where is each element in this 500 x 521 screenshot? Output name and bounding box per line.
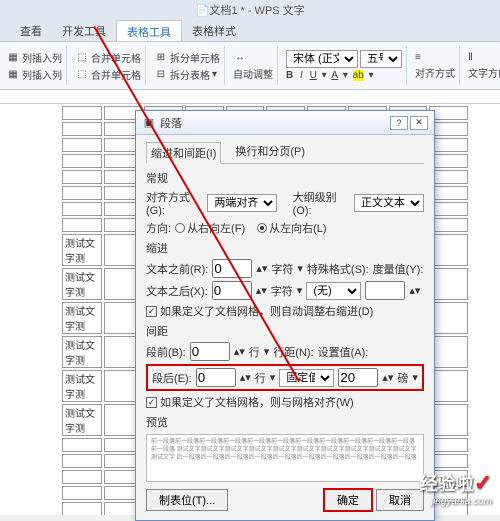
- line-height-select[interactable]: 固定值: [279, 369, 334, 387]
- tab-view[interactable]: 查看: [10, 20, 52, 41]
- tab-line-page-break[interactable]: 换行和分页(P): [231, 141, 309, 163]
- table-cell[interactable]: 测试文字测: [62, 370, 102, 402]
- text-direction-btn[interactable]: Ⅱ: [468, 52, 500, 63]
- table-cell[interactable]: 测试文字测: [62, 234, 102, 266]
- after-p-input[interactable]: [196, 368, 236, 387]
- before-p-input[interactable]: [190, 342, 230, 361]
- tabstops-button[interactable]: 制表位(T)...: [146, 489, 228, 511]
- app-title: 文档1 * - WPS 文字: [209, 2, 304, 18]
- highlighted-row: 段后(E): ▴▾ 行▾ 固定值 ▴▾ 磅▾: [146, 364, 424, 391]
- outline-select[interactable]: 正文文本: [354, 194, 424, 212]
- watermark: 经验啦✓ jingyanla.com: [420, 470, 492, 507]
- table-cell[interactable]: 测试文字测: [62, 268, 102, 300]
- table-cell[interactable]: 测试文字测: [62, 302, 102, 334]
- before-text-label: 文本之前(R):: [146, 261, 208, 277]
- split-table[interactable]: ⊟拆分表格 ▾: [154, 67, 220, 82]
- font-size-select[interactable]: 五号: [360, 50, 402, 68]
- ruler: [0, 90, 500, 104]
- insert-col-right[interactable]: ▦列插入列: [6, 67, 62, 82]
- checkbox-grid-spacing[interactable]: ✓如果定义了文档网格，则与网格对齐(W): [146, 394, 354, 410]
- ribbon-tabs: 查看 开发工具 表格工具 表格样式: [0, 20, 500, 42]
- preview-box: 前一段落前一段落前一段落前一段落前一段落前一段落前一段落前一段落前一段落前一段落…: [146, 434, 424, 482]
- ok-button[interactable]: 确定: [323, 488, 373, 512]
- section-indent: 缩进: [146, 240, 424, 256]
- special-label: 特殊格式(S):: [307, 261, 369, 277]
- outline-label: 大纲级别(O):: [293, 189, 350, 217]
- close-button[interactable]: ✕: [410, 116, 428, 130]
- font-style-group[interactable]: B I U ▾ A ▾ ab ▾: [286, 70, 402, 81]
- auto-fit[interactable]: ↔: [233, 50, 273, 64]
- ribbon: ▦列插入列 ▦列插入列 ⬚合并单元格 ⬚合并单元格 ⊞拆分单元格 ⊟拆分表格 ▾…: [0, 42, 500, 90]
- merge-cells-2[interactable]: ⬚合并单元格: [75, 67, 141, 82]
- section-spacing: 间距: [146, 323, 424, 339]
- set-value-label: 设置值(A):: [318, 344, 369, 360]
- align-btn[interactable]: ≡: [415, 52, 455, 63]
- tab-indent-spacing[interactable]: 缩进和间距(I): [146, 142, 221, 164]
- metric-label: 度量值(Y):: [373, 261, 424, 277]
- help-button[interactable]: ?: [390, 116, 408, 130]
- tab-tabletools[interactable]: 表格工具: [116, 20, 182, 41]
- split-cells[interactable]: ⊞拆分单元格: [154, 50, 220, 65]
- before-p-label: 段前(B):: [146, 344, 186, 360]
- section-preview: 预览: [146, 414, 424, 430]
- after-p-label: 段后(E):: [152, 370, 192, 386]
- radio-ltr[interactable]: 从左向右(L): [257, 220, 326, 236]
- set-value-input[interactable]: [338, 368, 378, 387]
- direction-label: 方向:: [146, 220, 171, 236]
- tab-devtools[interactable]: 开发工具: [52, 20, 116, 41]
- app-titlebar: 📄 文档1 * - WPS 文字: [0, 0, 500, 20]
- table-cell[interactable]: 测试文字测: [62, 404, 102, 436]
- dialog-titlebar[interactable]: ▣ 段落 ? ✕: [136, 111, 434, 135]
- align-select[interactable]: 两端对齐: [207, 194, 277, 212]
- dialog-title: 段落: [160, 115, 182, 131]
- after-text-label: 文本之后(X):: [146, 283, 208, 299]
- insert-col-left[interactable]: ▦列插入列: [6, 50, 62, 65]
- section-general: 常规: [146, 170, 424, 186]
- special-select[interactable]: (无): [306, 282, 361, 300]
- app-icon: 📄: [195, 3, 209, 17]
- paragraph-dialog: ▣ 段落 ? ✕ 缩进和间距(I) 换行和分页(P) 常规 对齐方式(G): 两…: [135, 110, 435, 521]
- table-cell[interactable]: 测试文字测: [62, 336, 102, 368]
- dialog-tabs: 缩进和间距(I) 换行和分页(P): [146, 141, 424, 164]
- tab-tablestyle[interactable]: 表格样式: [182, 20, 246, 41]
- cancel-button[interactable]: 取消: [376, 489, 424, 511]
- font-family-select[interactable]: 宋体 (正文): [286, 50, 358, 68]
- metric-input[interactable]: [365, 281, 405, 300]
- check-icon: ✓: [474, 470, 492, 495]
